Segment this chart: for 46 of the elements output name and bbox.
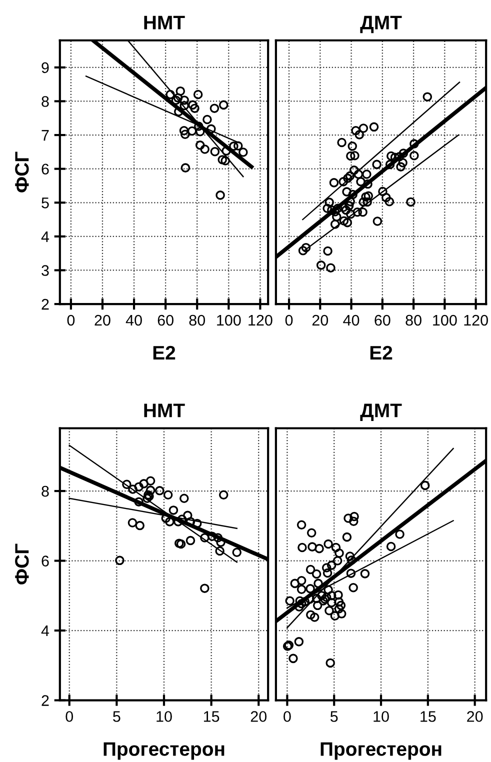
x-tick-label: 100: [217, 314, 241, 326]
x-axis-title: Прогестерон: [104, 742, 224, 760]
x-axis-title: Прогестерон: [320, 742, 442, 760]
x-tick-label: 20: [312, 314, 328, 326]
y-tick-label: 2: [42, 695, 49, 706]
y-tick-label: 7: [42, 130, 49, 141]
x-tick-label: 120: [464, 314, 488, 326]
x-tick-label: 60: [158, 314, 174, 326]
y-axis-title: ФСГ: [15, 544, 29, 584]
y-tick-label: 5: [42, 198, 49, 208]
x-tick-label: 120: [248, 314, 272, 326]
x-tick-label: 5: [113, 711, 120, 722]
y-tick-label: 6: [42, 164, 49, 175]
x-tick-label: 80: [189, 314, 206, 326]
y-tick-label: 8: [42, 96, 49, 107]
y-tick-label: 3: [42, 265, 49, 276]
x-tick-label: 20: [467, 711, 483, 722]
y-tick-label: 8: [42, 486, 49, 497]
y-tick-label: 2: [42, 298, 49, 310]
x-tick-label: 10: [374, 711, 389, 722]
x-tick-label: 15: [420, 711, 436, 722]
x-axis-title: E2: [153, 346, 176, 360]
x-tick-label: 20: [250, 711, 267, 722]
y-tick-label: 6: [42, 556, 49, 566]
x-axis-title: E2: [370, 346, 392, 360]
x-tick-label: 60: [374, 314, 390, 326]
chart-title: НМТ: [144, 16, 185, 30]
chart-title: ДМТ: [360, 16, 402, 34]
x-tick-label: 10: [156, 711, 172, 722]
x-tick-label: 80: [406, 314, 422, 326]
x-tick-label: 0: [67, 314, 75, 326]
x-tick-label: 5: [330, 711, 338, 722]
x-tick-label: 0: [66, 711, 74, 722]
x-tick-label: 40: [126, 314, 142, 326]
y-tick-label: 4: [41, 626, 50, 636]
y-tick-label: 9: [42, 62, 49, 74]
x-tick-label: 0: [284, 711, 291, 722]
y-axis-title: ФСГ: [15, 152, 29, 192]
chart-title: НМТ: [144, 404, 185, 418]
x-tick-label: 15: [204, 711, 220, 722]
x-tick-label: 20: [94, 314, 110, 326]
y-tick-label: 4: [41, 231, 50, 242]
x-tick-label: 100: [433, 314, 457, 326]
x-tick-label: 0: [285, 314, 293, 326]
chart-title: ДМТ: [360, 404, 402, 422]
x-tick-label: 40: [343, 314, 360, 326]
